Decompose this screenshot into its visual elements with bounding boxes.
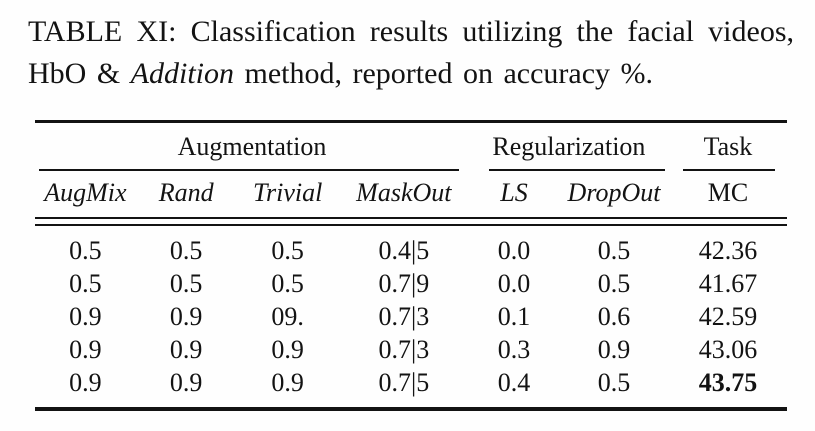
group-label: Regularization — [492, 132, 646, 161]
table-cell: 0.6 — [597, 302, 631, 331]
table-cell: 42.36 — [698, 236, 758, 265]
col-header-augmix: AugMix — [44, 178, 127, 207]
col-header-dropout: DropOut — [567, 178, 661, 207]
table-cell: 0.0 — [497, 236, 531, 265]
col-header-maskout: MaskOut — [356, 178, 452, 207]
table-cell: 43.06 — [698, 335, 758, 364]
group-label: Augmentation — [177, 132, 327, 161]
col-header-ls: LS — [500, 178, 528, 207]
table-row: 0.9 0.9 09. 0.7|3 0.1 0.6 42.59 — [35, 300, 787, 333]
table-cell: 0.1 — [497, 302, 531, 331]
table-cell: 0.7|5 — [378, 368, 430, 397]
table-caption: TABLE XI: Classification results utilizi… — [28, 12, 794, 94]
caption-line2-post: method, reported on accuracy %. — [234, 57, 654, 90]
results-table: Augmentation Regularization Task AugMix … — [35, 120, 787, 411]
table-cell: 41.67 — [698, 269, 758, 298]
table-cell: 0.9 — [69, 302, 102, 331]
col-header-rand: Rand — [158, 178, 214, 207]
table-cell: 0.5 — [597, 236, 631, 265]
task-rule — [682, 169, 775, 171]
group-label: Task — [703, 132, 753, 161]
caption-line2-italic: Addition — [130, 57, 235, 90]
table-cell: 0.9 — [169, 368, 203, 397]
table-cell: 0.5 — [169, 236, 203, 265]
table-cell: 0.7|3 — [378, 335, 430, 364]
table-cell: 09. — [271, 302, 304, 331]
table-cell: 0.9 — [169, 335, 203, 364]
table-cell: 0.9 — [597, 335, 631, 364]
regularization-rule — [488, 169, 665, 171]
table-cell: 0.3 — [497, 335, 531, 364]
table-cell: 0.5 — [597, 368, 631, 397]
group-header-row: Augmentation Regularization Task — [35, 122, 787, 171]
table-cell: 0.7|9 — [378, 269, 430, 298]
caption-line-2: HbO & Addition method, reported on accur… — [28, 54, 794, 94]
augmentation-rule — [39, 169, 459, 171]
table-cell: 0.5 — [597, 269, 631, 298]
group-header-augmentation: Augmentation — [35, 122, 469, 171]
group-header-task: Task — [669, 122, 787, 171]
table-cell: 0.5 — [271, 269, 304, 298]
table-cell: 0.4|5 — [378, 236, 430, 265]
table-cell: 0.0 — [497, 269, 531, 298]
table-cell: 0.5 — [271, 236, 304, 265]
header-double-rule — [35, 217, 787, 226]
col-header-mc: MC — [707, 178, 749, 207]
table-cell: 0.9 — [69, 368, 102, 397]
table-cell: 0.5 — [169, 269, 203, 298]
table-row: 0.5 0.5 0.5 0.7|9 0.0 0.5 41.67 — [35, 267, 787, 300]
caption-line2-pre: HbO & — [28, 57, 131, 90]
table-cell: 0.5 — [69, 269, 102, 298]
table-cell: 0.7|3 — [378, 302, 430, 331]
table-cell: 0.9 — [69, 335, 102, 364]
table-row: 0.9 0.9 0.9 0.7|5 0.4 0.5 43.75 — [35, 366, 787, 409]
table-row: 0.9 0.9 0.9 0.7|3 0.3 0.9 43.06 — [35, 333, 787, 366]
table-row: 0.5 0.5 0.5 0.4|5 0.0 0.5 42.36 — [35, 225, 787, 267]
col-header-trivial: Trivial — [252, 178, 323, 207]
table-cell: 0.9 — [271, 335, 304, 364]
caption-line-1: TABLE XI: Classification results utilizi… — [28, 15, 794, 48]
table-cell: 0.5 — [69, 236, 102, 265]
table-cell: 0.9 — [169, 302, 203, 331]
table-cell: 0.4 — [497, 368, 531, 397]
header-rule-row — [35, 217, 787, 226]
table-cell: 42.59 — [698, 302, 758, 331]
table-cell-best-result: 43.75 — [698, 368, 758, 397]
group-header-regularization: Regularization — [469, 122, 669, 171]
table-cell: 0.9 — [271, 368, 304, 397]
column-header-row: AugMix Rand Trivial MaskOut LS DropOut M… — [35, 171, 787, 218]
